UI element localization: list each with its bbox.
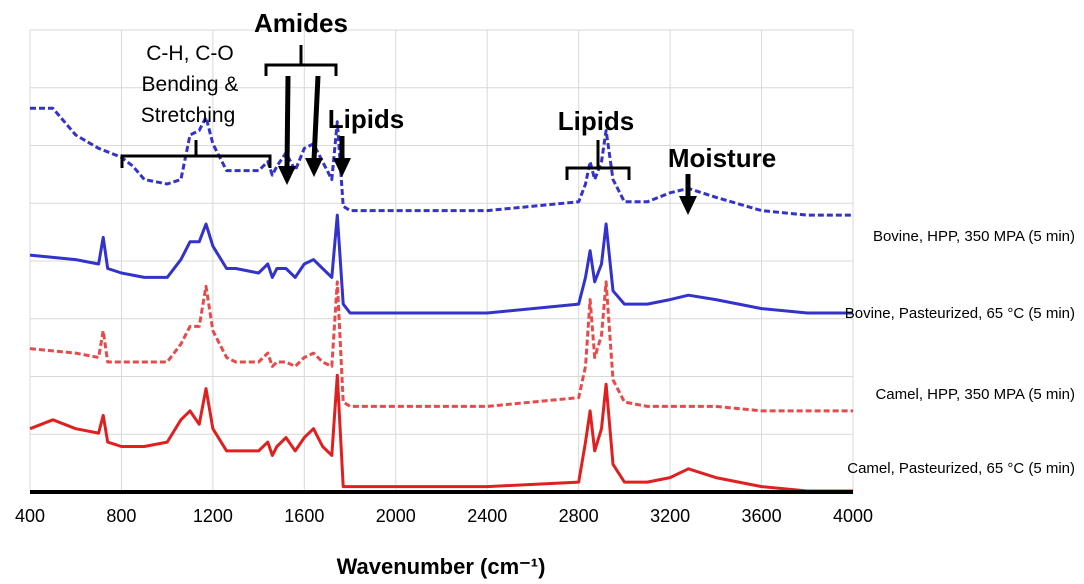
- annotation-amides: Amides: [254, 8, 348, 185]
- arrow-amide-2-shaft: [311, 75, 321, 161]
- x-axis-title: Wavenumber (cm⁻¹): [337, 554, 546, 579]
- series-label-camel-pasteurized: Camel, Pasteurized, 65 °C (5 min): [847, 460, 1075, 477]
- x-tick-labels: 400 800 1200 1600 2000 2400 2800 3200 3600 4000: [15, 506, 873, 526]
- annotation-ch-co-line3: Stretching: [141, 104, 236, 127]
- series-label-bovine-pasteurized: Bovine, Pasteurized, 65 °C (5 min): [845, 305, 1075, 322]
- arrow-amide-2-head: [305, 158, 323, 177]
- x-tick-label: 800: [106, 506, 136, 526]
- x-tick-label: 2000: [376, 506, 416, 526]
- x-tick-label: 4000: [833, 506, 873, 526]
- bracket-amides: [264, 45, 338, 76]
- annotation-lipids-right: Lipids: [558, 106, 635, 180]
- x-tick-label: 2800: [559, 506, 599, 526]
- annotation-lipids-right-label: Lipids: [558, 106, 635, 136]
- x-tick-label: 3200: [650, 506, 690, 526]
- x-tick-label: 2400: [467, 506, 507, 526]
- series-line-1: [29, 213, 853, 315]
- annotation-ch-co-line1: C-H, C-O: [146, 42, 234, 65]
- series-label-camel-hpp: Camel, HPP, 350 MPA (5 min): [875, 386, 1075, 403]
- arrow-amide-1-head: [278, 166, 296, 185]
- x-tick-label: 400: [15, 506, 45, 526]
- arrow-amide-1-shaft: [284, 75, 291, 169]
- series-label-bovine-hpp: Bovine, HPP, 350 MPA (5 min): [873, 228, 1075, 245]
- annotation-amides-label: Amides: [254, 8, 348, 38]
- series-line-3: [29, 373, 853, 493]
- x-tick-label: 1200: [193, 506, 233, 526]
- annotation-lipids-left-label: Lipids: [328, 104, 405, 134]
- annotation-moisture: Moisture: [668, 143, 776, 215]
- x-tick-label: 1600: [284, 506, 324, 526]
- x-tick-label: 3600: [742, 506, 782, 526]
- gridlines: [29, 29, 854, 493]
- annotation-ch-co-line2: Bending &: [142, 73, 239, 96]
- annotation-moisture-label: Moisture: [668, 143, 776, 173]
- bracket-lipids-right: [565, 140, 631, 180]
- annotation-lipids-left: Lipids: [328, 104, 405, 177]
- arrow-moisture-head: [679, 196, 697, 215]
- bracket-ch-co: [120, 140, 272, 168]
- annotation-ch-co: C-H, C-O Bending & Stretching: [120, 42, 272, 168]
- arrow-lipids-left-head: [333, 158, 351, 177]
- series-line-2: [29, 280, 853, 413]
